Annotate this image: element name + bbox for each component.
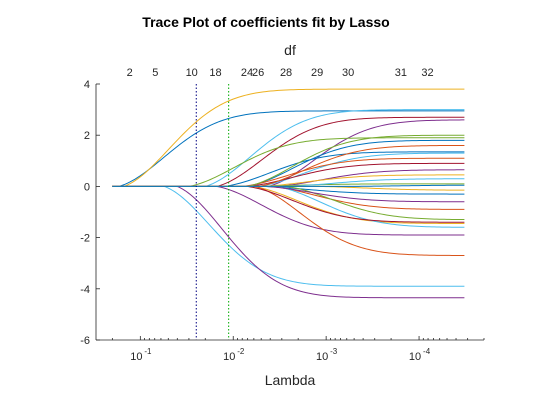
y-tick-label: 0: [84, 181, 90, 193]
df-tick-label: 24: [241, 67, 253, 79]
y-tick-label: -2: [80, 233, 90, 245]
df-tick-label: 10: [186, 67, 198, 79]
df-tick-label: 28: [280, 67, 292, 79]
x-tick-labels: 10 -1 10 -2 10 -3 10 -4: [130, 347, 431, 363]
df-tick-label: 26: [252, 67, 264, 79]
x-tick-exponent: -1: [144, 347, 152, 356]
y-tick-labels: -6 -4 -2 0 2 4: [80, 79, 90, 347]
coefficient-line-4: [112, 185, 465, 287]
axes: [95, 83, 485, 341]
df-tick-label: 5: [152, 67, 158, 79]
df-tick-label: 31: [395, 67, 407, 79]
df-tick-label: 32: [421, 67, 433, 79]
x-axis-label: Lambda: [265, 372, 316, 388]
coefficient-line-18: [112, 185, 465, 221]
x-tick-exponent: -4: [423, 347, 431, 356]
y-tick-label: 2: [84, 130, 90, 142]
x-tick-exponent: -3: [330, 347, 338, 356]
x-tick-base: 10: [223, 351, 235, 363]
x-tick-base: 10: [409, 351, 421, 363]
coefficient-line-20: [112, 185, 465, 228]
x-tick-base: 10: [316, 351, 328, 363]
df-tick-label: 2: [127, 67, 133, 79]
coefficient-line-1: [112, 110, 465, 187]
x-tick-exponent: -2: [237, 347, 245, 356]
coefficient-line-11: [112, 157, 465, 187]
y-tick-label: -4: [80, 284, 90, 296]
coefficient-line-30: [112, 184, 465, 187]
coefficient-traces: [112, 88, 465, 299]
coefficient-line-16: [112, 185, 465, 195]
y-tick-label: 4: [84, 79, 90, 91]
df-tick-label: 29: [311, 67, 323, 79]
y-tick-label: -6: [80, 335, 90, 347]
vertical-reference-lines: [195, 84, 230, 340]
df-tick-label: 18: [209, 67, 221, 79]
df-axis-label: df: [284, 42, 296, 58]
df-tick-label: 30: [342, 67, 354, 79]
x-tick-base: 10: [130, 351, 142, 363]
chart-title: Trace Plot of coefficients fit by Lasso: [142, 14, 389, 30]
coefficient-line-2: [112, 88, 465, 187]
